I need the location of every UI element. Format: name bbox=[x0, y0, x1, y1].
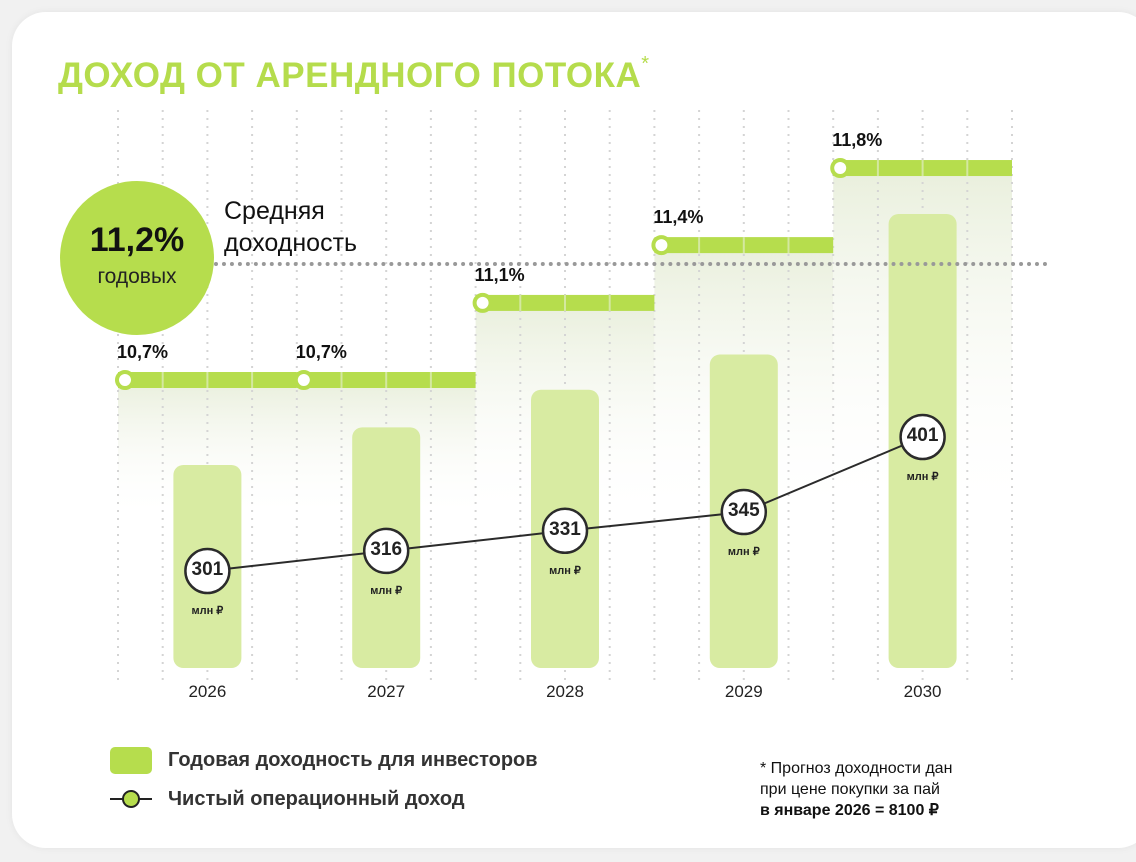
noi-point-2026 bbox=[184, 547, 231, 595]
noi-point-2027 bbox=[362, 527, 410, 575]
yield-marker-2030 bbox=[830, 158, 851, 179]
yield-marker-2029 bbox=[651, 235, 672, 256]
yield-label: 10,7% bbox=[295, 342, 347, 362]
footnote: * Прогноз доходности дан при цене покупк… bbox=[760, 758, 952, 821]
average-unit: годовых bbox=[97, 265, 177, 288]
noi-value: 331 bbox=[549, 518, 581, 540]
noi-point-2028 bbox=[541, 507, 589, 555]
noi-unit: млн ₽ bbox=[906, 471, 939, 483]
noi-point-2029 bbox=[720, 488, 768, 536]
footnote-line1: * Прогноз доходности дан bbox=[760, 760, 953, 777]
average-value: 11,2% bbox=[89, 221, 185, 259]
chart-title: ДОХОД ОТ АРЕНДНОГО ПОТОКА* bbox=[58, 53, 650, 96]
title-asterisk: * bbox=[641, 53, 650, 76]
legend-bars-label: Годовая доходность для инвесторов bbox=[168, 749, 538, 771]
average-label: Средняя доходность bbox=[224, 195, 357, 259]
footnote-line3: в январе 2026 = 8100 ₽ bbox=[760, 802, 939, 819]
legend-line-label: Чистый операционный доход bbox=[168, 788, 465, 810]
noi-unit: млн ₽ bbox=[370, 584, 403, 597]
noi-unit: млн ₽ bbox=[727, 546, 760, 559]
yield-marker-2026 bbox=[115, 370, 135, 390]
noi-value: 301 bbox=[191, 559, 224, 580]
noi-value: 345 bbox=[727, 500, 760, 522]
year-label: 2029 bbox=[724, 682, 763, 701]
title-text: ДОХОД ОТ АРЕНДНОГО ПОТОКА bbox=[58, 56, 642, 95]
yield-label: 11,1% bbox=[474, 264, 525, 285]
noi-unit: млн ₽ bbox=[549, 564, 581, 577]
noi-value: 316 bbox=[370, 538, 403, 560]
year-label: 2027 bbox=[367, 682, 406, 701]
noi-point-2030 bbox=[899, 413, 946, 461]
noi-unit: млн ₽ bbox=[191, 605, 224, 617]
year-label: 2030 bbox=[903, 682, 942, 701]
yield-label: 11,4% bbox=[653, 207, 704, 228]
noi-value: 401 bbox=[906, 425, 939, 446]
yield-marker-2028 bbox=[472, 292, 493, 313]
yield-marker-2027 bbox=[293, 370, 314, 390]
year-label: 2028 bbox=[546, 682, 584, 701]
average-label-line1: Средняя bbox=[224, 197, 325, 225]
legend-line-icon bbox=[110, 790, 152, 808]
average-badge: 11,2% годовых bbox=[60, 181, 214, 335]
footnote-line2: при цене покупки за пай bbox=[760, 781, 940, 798]
year-label: 2026 bbox=[188, 682, 227, 701]
average-line bbox=[214, 262, 1048, 266]
yield-label: 10,7% bbox=[117, 342, 169, 362]
average-label-line2: доходность bbox=[224, 229, 358, 257]
legend-bar-swatch bbox=[110, 747, 152, 774]
yield-label: 11,8% bbox=[832, 130, 883, 151]
